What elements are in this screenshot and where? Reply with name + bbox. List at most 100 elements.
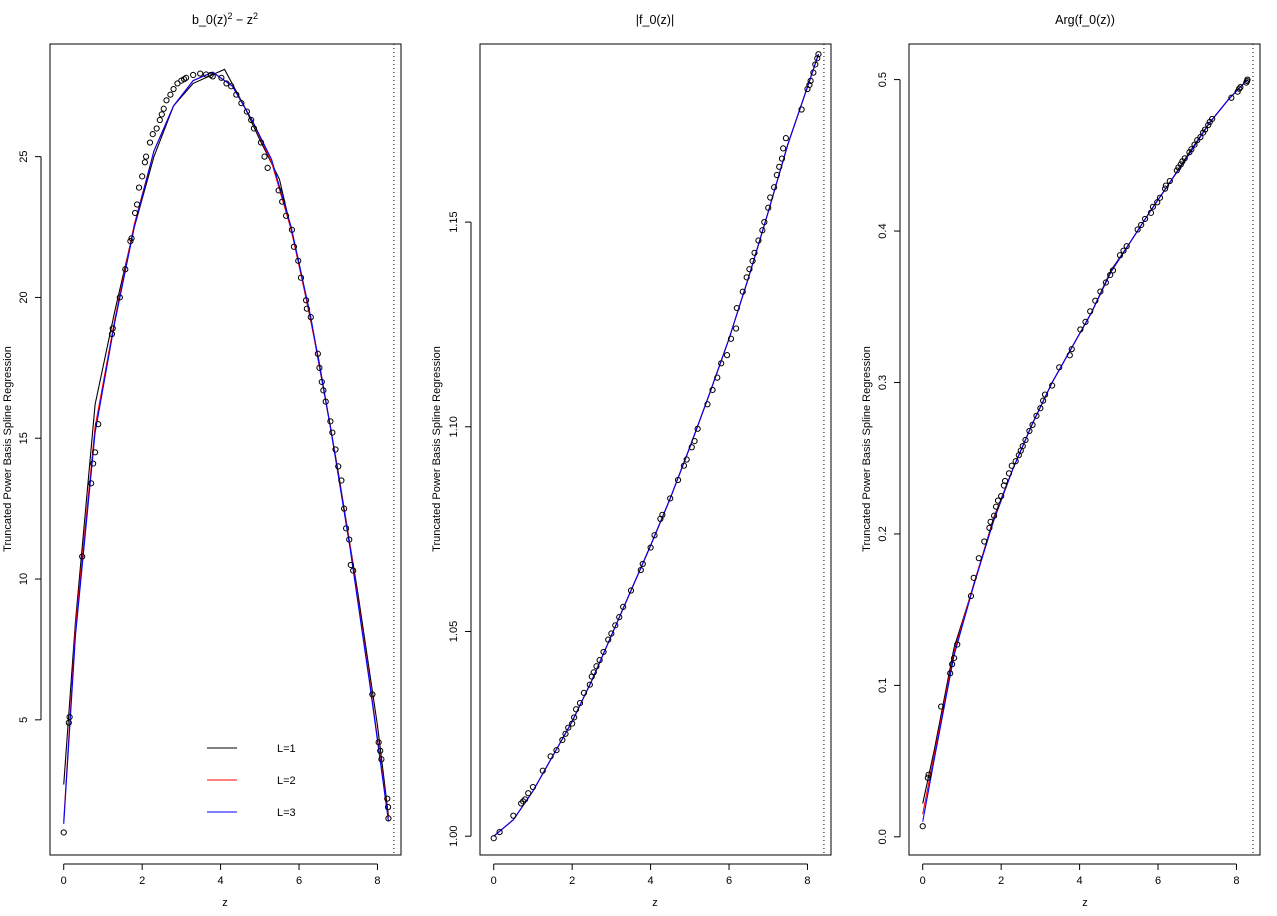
legend-label-l3: L=3 [277, 807, 296, 819]
panel-2-data-point [780, 145, 787, 152]
panel-2-data-point [522, 796, 529, 803]
panel-3-data-point [1066, 352, 1073, 359]
panel-3-data-point [1037, 405, 1044, 412]
panel-3: Arg(f_0(z)) Truncated Power Basis Spline… [861, 13, 1115, 909]
panel-2-data-point [765, 204, 772, 211]
panel-3-data-point [1201, 126, 1209, 133]
panel-2-data-point [776, 163, 783, 170]
panel-1-data-point [142, 153, 150, 160]
panel-1-y-tick-label: 20 [18, 291, 30, 303]
panel-1-data-point [384, 795, 391, 802]
panel-3-x-tick-label: 8 [1233, 875, 1239, 887]
panel-2-data-point [743, 274, 750, 281]
panel-3-data-point [925, 771, 932, 778]
panel-1-xlabel: z [222, 897, 228, 909]
panel-2-data-point [778, 155, 786, 162]
panel-2-data-point [580, 689, 588, 696]
panel-3-data-point [1026, 427, 1033, 435]
panel-1-data-point [279, 198, 286, 205]
panel-2-data-point [565, 724, 572, 731]
panel-2-data-point [637, 566, 644, 574]
panel-2-data-point [612, 622, 619, 629]
panel-1-data-point [190, 71, 197, 79]
panel-2-data-point [733, 304, 740, 312]
panel-1-data-point [141, 159, 149, 166]
panel-3-data-point [1022, 436, 1029, 444]
panel-1-data-point [250, 125, 258, 132]
panel-3-x-tick-label: 0 [920, 875, 926, 887]
panel-1-data-point [79, 553, 86, 560]
panel-2-data-point [651, 532, 658, 539]
panel-2-data-point [605, 636, 612, 643]
panel-1-x-tick-label: 2 [139, 875, 145, 887]
panel-3-data-point [1077, 326, 1084, 333]
panel-3-data-point [975, 555, 982, 562]
panel-3-data-point [1177, 161, 1184, 168]
panel-3-data-point [967, 592, 975, 600]
panel-1-data-point [248, 116, 255, 124]
panel-3-data-point [1120, 247, 1127, 254]
panel-2-data-point [547, 753, 554, 760]
panel-3-data-point [1012, 458, 1019, 465]
panel-1-y-tick-label: 25 [18, 151, 30, 163]
panel-2-data-point [771, 184, 778, 191]
panel-2-data-point [586, 681, 593, 688]
panel-3-data-point [1102, 279, 1109, 286]
panel-3-data-point [970, 574, 977, 581]
panel-3-data-point [1019, 442, 1026, 450]
panel-2-data-point [807, 77, 814, 84]
panel-2-series-line-l1 [493, 54, 819, 837]
panel-1-data-point [88, 480, 95, 487]
panel-1-plot-frame [49, 43, 402, 856]
panel-3-ylabel: Truncated Power Basis Spline Regression [861, 346, 873, 552]
panel-1-data-point [182, 74, 190, 81]
panel-2-series-line-l2 [493, 54, 819, 837]
panel-1-data-point [282, 212, 290, 219]
panel-1-data-point [302, 297, 310, 304]
panel-2-data-point [553, 747, 560, 754]
panel-3-data-point [1049, 382, 1056, 389]
panel-2-data-point [714, 374, 721, 381]
panel-3-data-point [1005, 470, 1013, 477]
panel-2-data-point [576, 700, 584, 707]
panel-3-data-point [1109, 267, 1117, 274]
panel-1-data-point [342, 525, 350, 532]
panel-2-data-point [815, 51, 822, 58]
panel-1-plot: 0 2 4 6 8 5 10 15 20 25 [18, 43, 402, 887]
panel-3-data-point [1234, 88, 1241, 95]
panel-3-data-point [992, 503, 1000, 510]
panel-3-x-tick-label: 6 [1155, 875, 1161, 887]
panel-1-data-point [95, 421, 102, 428]
panel-1-data-point [146, 139, 154, 146]
panel-1-data-point [223, 80, 230, 87]
panel-2-data-point [596, 657, 603, 664]
panel-3-data-point [1173, 167, 1180, 174]
panel-1-data-point [153, 125, 160, 132]
panel-3-data-point [1156, 194, 1164, 201]
panel-2-data-point [812, 61, 819, 68]
panel-3-y-tick-label: 0.0 [877, 829, 889, 844]
panel-2-data-point [782, 135, 789, 142]
panel-1-data-point [295, 257, 302, 264]
panel-1-data-point [156, 116, 163, 124]
panel-2-data-point [759, 227, 766, 234]
panel-2-data-point [674, 476, 682, 484]
panel-1-data-point [320, 387, 327, 394]
panel-2-x-tick-label: 4 [648, 875, 654, 887]
panel-3-data-point [1147, 209, 1155, 216]
panel-3-data-point [1138, 221, 1145, 229]
panel-3-y-tick-label: 0.4 [877, 223, 889, 238]
panel-2-data-point [490, 835, 497, 842]
panel-3-data-point [924, 774, 931, 781]
panel-2-data-point [680, 462, 688, 469]
panel-2-x-tick-label: 8 [804, 875, 810, 887]
legend-label-l1: L=1 [277, 743, 296, 755]
panel-2-data-point [562, 730, 569, 737]
panel-2-data-point [608, 630, 615, 637]
panel-2-data-point [694, 425, 701, 432]
panel-2-data-point [810, 69, 817, 76]
panel-1-x-tick-label: 6 [296, 875, 302, 887]
panel-1-data-point [350, 567, 357, 574]
panel-3-data-point [919, 823, 926, 830]
